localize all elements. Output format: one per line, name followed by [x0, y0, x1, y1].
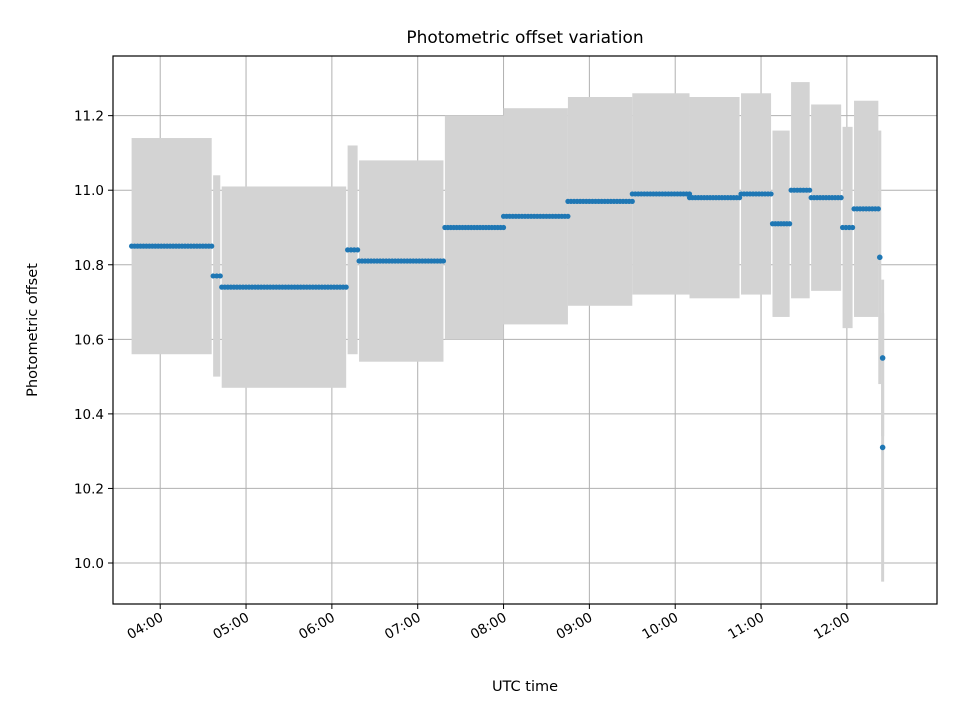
- x-tick-label: 05:00: [210, 610, 252, 643]
- error-bars: [131, 82, 885, 582]
- x-tick-label: 12:00: [811, 610, 853, 643]
- data-point: [500, 224, 507, 231]
- y-axis-label: Photometric offset: [25, 263, 41, 397]
- data-point: [768, 191, 774, 197]
- chart-title: Photometric offset variation: [406, 28, 643, 48]
- x-tick-label: 08:00: [468, 610, 510, 643]
- x-axis-ticks: 04:00 05:00 06:00 07:00 08:00 09:00 10:00 11:00…: [125, 604, 853, 643]
- x-tick-label: 07:00: [382, 610, 424, 643]
- y-tick-label: 10.4: [74, 407, 104, 423]
- y-tick-label: 10.0: [74, 556, 104, 572]
- y-tick-label: 10.2: [74, 481, 104, 497]
- data-point: [787, 221, 793, 227]
- x-tick-label: 09:00: [554, 610, 596, 643]
- y-tick-label: 10.6: [74, 332, 104, 348]
- data-point: [210, 273, 216, 279]
- y-axis-ticks: 10.0 10.2 10.4 10.6 10.8 11.0 11.2: [74, 109, 113, 572]
- data-points: [128, 187, 886, 451]
- x-tick-label: 11:00: [725, 610, 767, 643]
- data-point: [355, 247, 361, 253]
- data-point: [875, 206, 881, 212]
- data-point: [343, 284, 349, 290]
- data-point: [217, 273, 223, 279]
- data-point: [565, 213, 571, 219]
- y-tick-label: 11.0: [74, 183, 104, 199]
- data-point: [214, 273, 220, 279]
- plot-frame: [112, 55, 938, 605]
- data-point: [686, 191, 693, 197]
- data-point: [209, 243, 215, 249]
- data-point: [879, 444, 886, 451]
- x-tick-label: 06:00: [296, 610, 338, 643]
- x-tick-label: 04:00: [125, 610, 167, 643]
- x-axis-label: UTC time: [492, 679, 558, 695]
- y-tick-label: 10.8: [74, 258, 104, 274]
- data-point: [876, 254, 883, 261]
- x-tick-label: 10:00: [640, 610, 682, 643]
- data-point: [838, 195, 844, 201]
- data-point: [440, 258, 447, 264]
- data-point: [879, 355, 886, 361]
- data-point: [629, 198, 635, 204]
- y-tick-label: 11.2: [74, 109, 104, 125]
- data-point: [849, 224, 856, 231]
- data-point: [807, 187, 813, 193]
